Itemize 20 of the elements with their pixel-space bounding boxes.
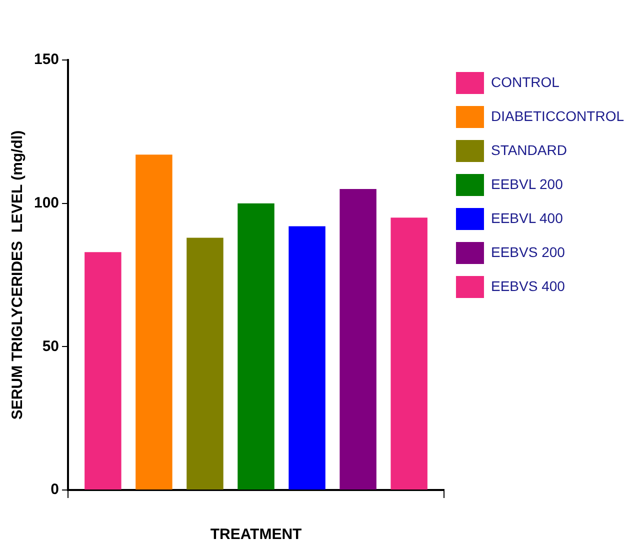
x-axis-title: TREATMENT — [210, 526, 302, 544]
y-axis-title: SERUM TRIGLYCERIDES LEVEL (mg/dl) — [9, 130, 26, 420]
legend-label: EEBVL 200 — [490, 176, 564, 192]
legend-label: EEBVS 400 — [490, 278, 566, 294]
bar — [390, 218, 428, 490]
bar — [288, 226, 326, 490]
legend-label: STANDARD — [490, 142, 567, 158]
y-tick-label: 0 — [50, 481, 60, 498]
bar — [238, 203, 274, 490]
bar — [84, 252, 122, 490]
y-tick-label: 100 — [34, 194, 60, 212]
y-tick-label: 50 — [42, 338, 60, 355]
legend-label: CONTROL — [490, 74, 560, 90]
legend-label: EEBVS 200 — [490, 244, 566, 260]
y-tick-label: 150 — [34, 51, 60, 68]
legend-label: EEBVL 400 — [490, 210, 564, 226]
legend-label: DIABETICCONTROL — [490, 108, 624, 124]
bar — [186, 238, 224, 490]
bar — [340, 189, 376, 490]
bar — [136, 154, 172, 490]
